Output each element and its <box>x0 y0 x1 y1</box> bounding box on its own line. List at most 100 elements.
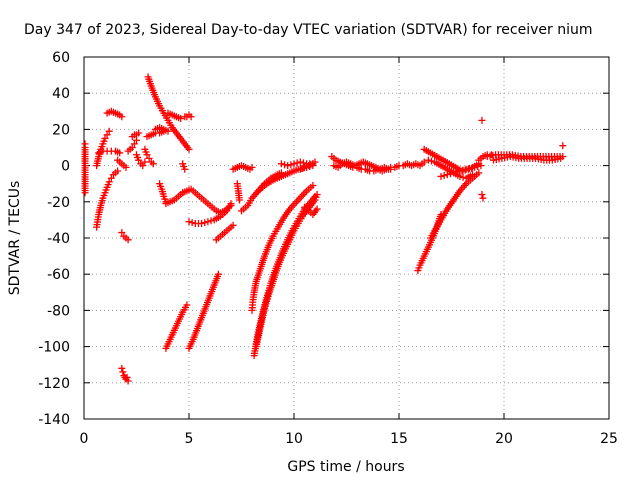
data-point-marker <box>123 373 131 381</box>
series-seg-11 <box>133 151 149 170</box>
data-point-marker <box>277 160 285 168</box>
series-seg-44 <box>475 151 495 164</box>
y-tick-label: 20 <box>52 122 70 138</box>
series-seg-12 <box>141 145 157 168</box>
data-point-marker <box>107 174 115 182</box>
series-seg-27 <box>233 180 243 204</box>
data-point-marker <box>469 171 476 179</box>
series-seg-32 <box>238 169 285 215</box>
series-seg-04 <box>95 147 124 157</box>
series-seg-03 <box>93 167 122 231</box>
data-point-marker <box>118 113 126 121</box>
data-point-marker <box>453 168 461 176</box>
data-point-marker <box>296 158 304 166</box>
series-seg-23 <box>162 301 191 352</box>
series-seg-31 <box>301 203 321 218</box>
y-tick-label: -140 <box>38 412 70 428</box>
series-seg-10 <box>128 129 143 141</box>
y-tick-label: -100 <box>38 340 70 356</box>
series-seg-07 <box>118 229 132 244</box>
data-point-marker <box>81 189 89 197</box>
data-point-marker <box>313 191 321 199</box>
data-point-marker <box>185 145 193 153</box>
data-point-marker <box>143 151 151 159</box>
data-point-marker <box>181 165 189 173</box>
data-point-marker <box>139 162 147 170</box>
data-point-marker <box>185 218 193 226</box>
y-axis-label: SDTVAR / TECUs <box>7 181 23 296</box>
y-tick-label: 0 <box>61 159 70 175</box>
data-point-marker <box>229 221 237 229</box>
series-seg-24 <box>185 270 222 352</box>
series-seg-25 <box>212 221 237 244</box>
data-point-marker <box>465 164 473 172</box>
data-point-marker <box>122 163 130 171</box>
data-point-marker <box>478 191 486 199</box>
data-point-marker <box>284 162 292 170</box>
data-point-marker <box>440 172 448 180</box>
data-point-marker <box>124 377 132 385</box>
x-tick-label: 15 <box>390 431 408 447</box>
data-point-marker <box>281 161 289 169</box>
data-point-marker <box>420 158 428 166</box>
data-point-marker <box>456 167 464 175</box>
data-point-marker <box>116 149 124 157</box>
data-point-marker <box>287 161 295 169</box>
data-point-marker <box>293 159 301 167</box>
data-point-marker <box>141 158 149 166</box>
series-seg-30 <box>252 191 321 351</box>
series-seg-15 <box>151 124 172 135</box>
series-seg-43 <box>437 160 483 180</box>
data-point-marker <box>235 196 243 204</box>
series-seg-06 <box>114 156 130 171</box>
data-point-marker <box>164 127 172 135</box>
data-point-marker <box>479 194 487 202</box>
data-point-marker <box>227 200 235 208</box>
y-tick-label: 60 <box>52 50 70 66</box>
data-points <box>81 73 567 385</box>
data-point-marker <box>105 178 113 186</box>
x-axis-label: GPS time / hours <box>287 459 404 475</box>
data-point-marker <box>128 144 136 151</box>
data-point-marker <box>201 219 209 227</box>
data-point-marker <box>105 127 113 135</box>
x-tick-label: 25 <box>600 431 618 447</box>
x-tick-label: 20 <box>495 431 513 447</box>
data-point-marker <box>183 301 191 309</box>
y-tick-label: -120 <box>38 376 70 392</box>
data-point-marker <box>207 217 215 225</box>
data-point-marker <box>119 368 127 376</box>
data-point-marker <box>177 115 185 123</box>
data-point-marker <box>114 167 122 175</box>
series-seg-05 <box>103 107 126 121</box>
data-point-marker <box>478 116 486 124</box>
series-seg-48 <box>490 153 565 164</box>
data-point-marker <box>450 169 458 177</box>
data-point-marker <box>428 157 436 165</box>
series-seg-35 <box>296 158 319 173</box>
data-point-marker <box>557 154 565 162</box>
data-point-marker <box>446 170 454 178</box>
data-point-marker <box>248 163 256 171</box>
y-tick-label: -40 <box>47 231 70 247</box>
data-point-marker <box>135 129 143 137</box>
data-point-marker <box>462 165 470 173</box>
data-point-marker <box>101 134 109 142</box>
data-point-marker <box>118 364 126 372</box>
data-point-marker <box>214 270 222 278</box>
data-point-marker <box>118 229 126 237</box>
data-point-marker <box>311 158 319 166</box>
data-point-marker <box>313 205 321 213</box>
data-point-marker <box>299 159 307 167</box>
series-seg-13 <box>144 73 193 153</box>
y-tick-label: -80 <box>47 303 70 319</box>
data-point-marker <box>424 156 432 164</box>
series-seg-46 <box>478 191 487 202</box>
y-tick-label: -20 <box>47 195 70 211</box>
series-seg-45 <box>478 116 486 124</box>
data-point-marker <box>437 172 445 180</box>
series-seg-01 <box>81 140 89 197</box>
data-point-marker <box>187 113 195 121</box>
data-point-marker <box>309 182 317 190</box>
x-tick-label: 0 <box>80 431 89 447</box>
